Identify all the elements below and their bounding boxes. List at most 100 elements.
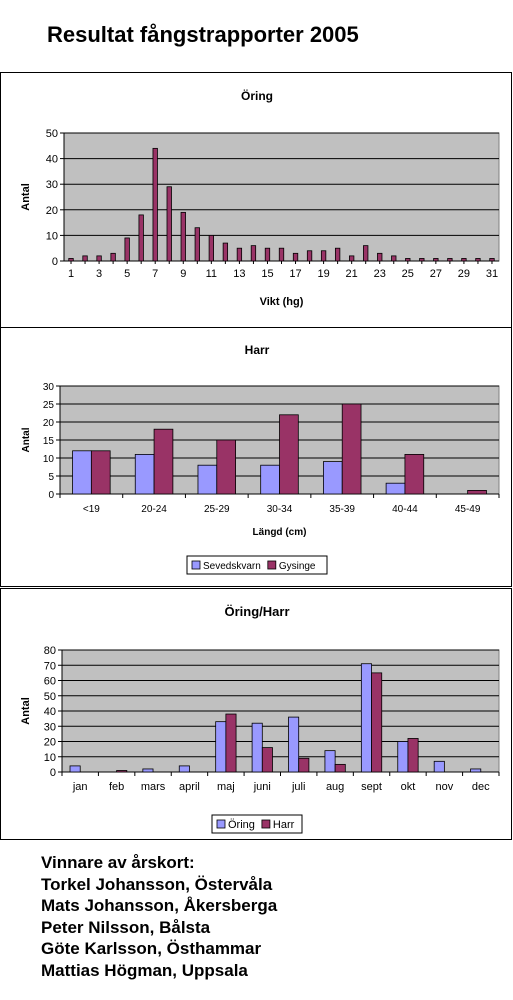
x-tick-label: nov <box>436 781 454 793</box>
bar <box>489 258 495 262</box>
bar <box>110 252 116 262</box>
x-tick-label: 1 <box>68 268 74 280</box>
legend: Öring Harr <box>211 814 303 834</box>
y-tick-label: 0 <box>48 490 54 501</box>
legend-swatch <box>261 819 271 829</box>
bar <box>68 258 74 262</box>
bar <box>225 713 237 773</box>
bar <box>278 247 285 262</box>
y-tick-label: 0 <box>52 256 58 268</box>
y-tick-label: 30 <box>44 721 56 733</box>
plot-area <box>63 132 500 262</box>
x-tick-label: 7 <box>152 268 158 280</box>
y-tick-label: 15 <box>43 436 55 447</box>
y-tick-label: 80 <box>44 645 56 657</box>
bar <box>404 454 425 495</box>
x-tick-label: maj <box>217 781 235 793</box>
bar <box>152 147 158 262</box>
y-axis-label: Antal <box>20 697 32 725</box>
bar <box>261 747 273 773</box>
bar <box>116 770 128 773</box>
legend-swatch <box>267 560 277 570</box>
y-tick-label: 10 <box>43 454 55 465</box>
bar <box>134 454 155 495</box>
x-tick-label: 35-39 <box>329 504 355 515</box>
bar <box>288 716 300 773</box>
x-tick-label: 23 <box>374 268 386 280</box>
x-tick-label: 40-44 <box>392 504 418 515</box>
bar <box>251 722 263 773</box>
y-tick-label: 20 <box>46 205 58 217</box>
winners-block: Vinnare av årskort: Torkel Johansson, Ös… <box>41 852 277 981</box>
x-tick-label: 15 <box>261 268 273 280</box>
chart-panel-oring-harr-monthly: Öring/Harr 0 10 20 30 40 50 60 70 80 jan feb mars apr… <box>0 588 512 840</box>
x-tick-label: 45-49 <box>455 504 481 515</box>
bar <box>419 258 425 262</box>
bar <box>69 765 81 773</box>
legend: Sevedskvarn Gysinge <box>186 555 328 575</box>
x-axis-label: Längd (cm) <box>253 527 307 538</box>
y-tick-label: 50 <box>44 691 56 703</box>
bar <box>433 760 445 773</box>
bar <box>292 252 299 262</box>
y-axis-label: Antal <box>20 183 32 211</box>
y-tick-label: 5 <box>48 472 54 483</box>
bar <box>405 258 411 262</box>
legend-swatch <box>216 819 226 829</box>
x-tick-label: 25-29 <box>204 504 230 515</box>
y-tick-label: 20 <box>43 418 55 429</box>
bar <box>371 672 383 773</box>
y-tick-label: 20 <box>44 737 56 749</box>
winner-name: Mats Johansson, Åkersberga <box>41 896 278 915</box>
y-tick-label: 10 <box>46 230 58 242</box>
legend-label: Harr <box>273 819 295 831</box>
bar <box>236 247 243 262</box>
y-tick-label: 40 <box>46 154 58 166</box>
bar <box>341 403 362 495</box>
bar <box>363 245 369 262</box>
winners-heading: Vinnare av årskort: <box>41 853 195 872</box>
y-tick-label: 30 <box>46 179 58 191</box>
bar <box>180 211 186 262</box>
bar <box>475 258 481 262</box>
page-title: Resultat fångstrapporter 2005 <box>47 22 359 47</box>
bar <box>222 242 229 262</box>
bar <box>407 738 419 773</box>
x-tick-label: april <box>179 781 200 793</box>
bar <box>208 234 214 262</box>
bar <box>470 768 482 773</box>
bar <box>306 250 313 262</box>
bar <box>166 186 172 262</box>
y-tick-label: 10 <box>44 752 56 764</box>
bar <box>397 741 409 773</box>
x-tick-label: 25 <box>402 268 414 280</box>
bar <box>178 765 190 773</box>
x-tick-label: aug <box>326 781 344 793</box>
bar <box>461 258 467 262</box>
bar <box>72 450 92 495</box>
x-tick-label: feb <box>109 781 124 793</box>
x-tick-label: 5 <box>124 268 130 280</box>
legend-label: Öring <box>228 819 255 831</box>
y-tick-label: 30 <box>43 382 55 393</box>
x-tick-label: 27 <box>430 268 442 280</box>
bar <box>334 763 346 773</box>
y-axis-label: Antal <box>21 427 32 452</box>
chart-title: Öring <box>241 88 273 103</box>
x-tick-label: 17 <box>289 268 301 280</box>
x-axis-label: Vikt (hg) <box>260 296 304 308</box>
x-tick-label: sept <box>361 781 382 793</box>
y-tick-label: 25 <box>43 400 55 411</box>
bar <box>433 258 439 262</box>
bar <box>298 757 310 773</box>
bar <box>349 255 355 262</box>
bar <box>264 247 271 262</box>
bar <box>279 414 299 495</box>
y-tick-label: 60 <box>44 676 56 688</box>
legend-swatch <box>191 560 201 570</box>
winner-name: Göte Karlsson, Östhammar <box>41 939 262 958</box>
chart-title: Harr <box>245 343 270 357</box>
bar <box>250 245 257 262</box>
bar <box>124 237 130 262</box>
